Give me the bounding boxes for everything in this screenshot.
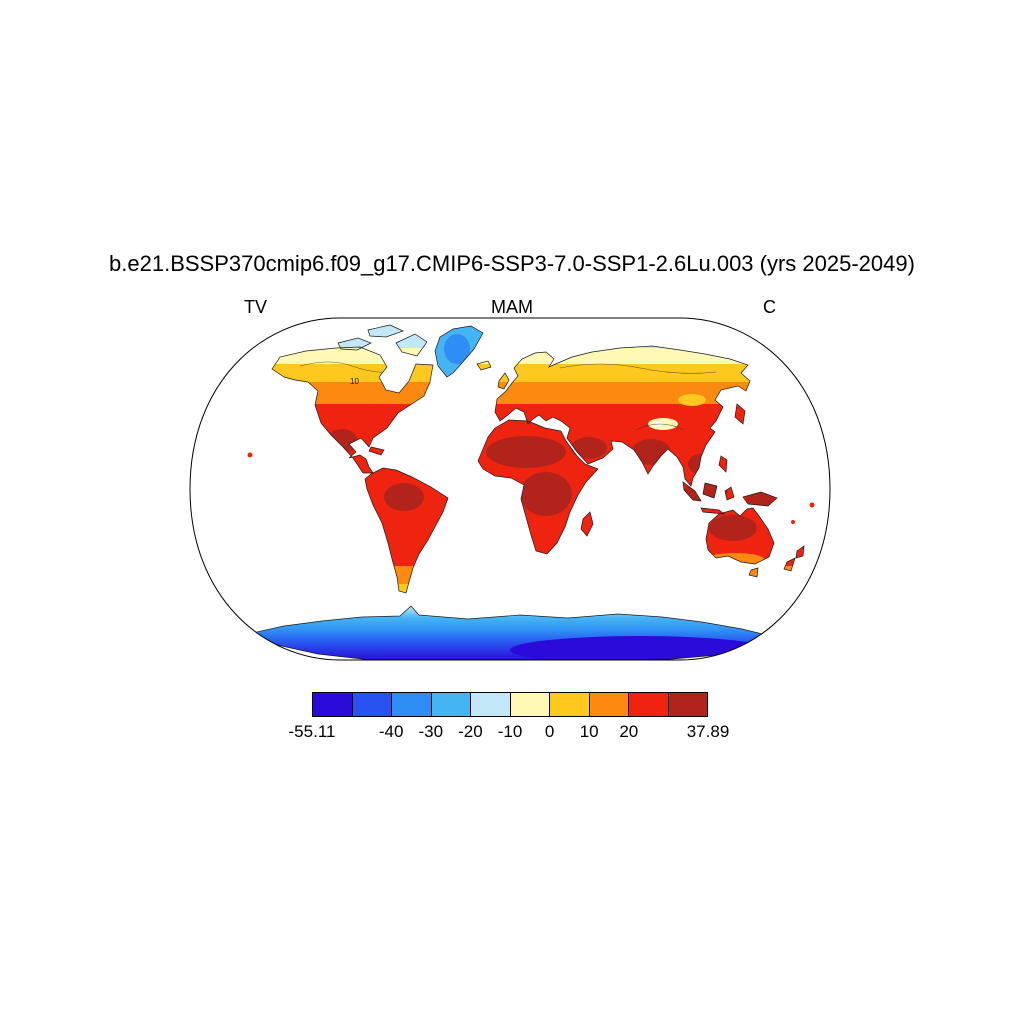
units-label: C xyxy=(763,297,776,317)
colorbar-tick-label: 10 xyxy=(579,722,599,741)
season-label: MAM xyxy=(491,297,533,317)
colorbar-tick-label: -20 xyxy=(458,722,483,741)
colorbar-tick-label: 37.89 xyxy=(686,722,730,741)
colorbar-cell xyxy=(392,693,432,716)
colorbar xyxy=(312,692,708,717)
colorbar-cell xyxy=(431,693,471,716)
mongolia-patch xyxy=(678,394,706,406)
colorbar-tick-label: 20 xyxy=(619,722,639,741)
colorbar-cell xyxy=(352,693,392,716)
colorbar-tick-label: -40 xyxy=(378,722,404,741)
small-islands xyxy=(247,452,815,524)
plot-title: b.e21.BSSP370cmip6.f09_g17.CMIP6-SSP3-7.… xyxy=(109,251,915,276)
colorbar-cell xyxy=(550,693,590,716)
colorbar-cell xyxy=(510,693,550,716)
variable-label: TV xyxy=(244,297,268,317)
colorbar-tick-label: -10 xyxy=(497,722,523,741)
colorbar-tick-label: -30 xyxy=(418,722,444,741)
colorbar-cell xyxy=(668,693,707,716)
colorbar-cell xyxy=(589,693,629,716)
colorbar-tick-label: 0 xyxy=(544,722,555,741)
colorbar-labels: -55.11 -40 -30 -20 -10 0 10 20 37.89 xyxy=(289,722,730,744)
colorbar-cell xyxy=(313,693,353,716)
colorbar-cell xyxy=(629,693,669,716)
colorbar-cell xyxy=(471,693,511,716)
contour-label: 10 xyxy=(350,377,359,386)
colorbar-tick-label: -55.11 xyxy=(288,722,336,741)
greenland-ice-core xyxy=(444,334,470,364)
